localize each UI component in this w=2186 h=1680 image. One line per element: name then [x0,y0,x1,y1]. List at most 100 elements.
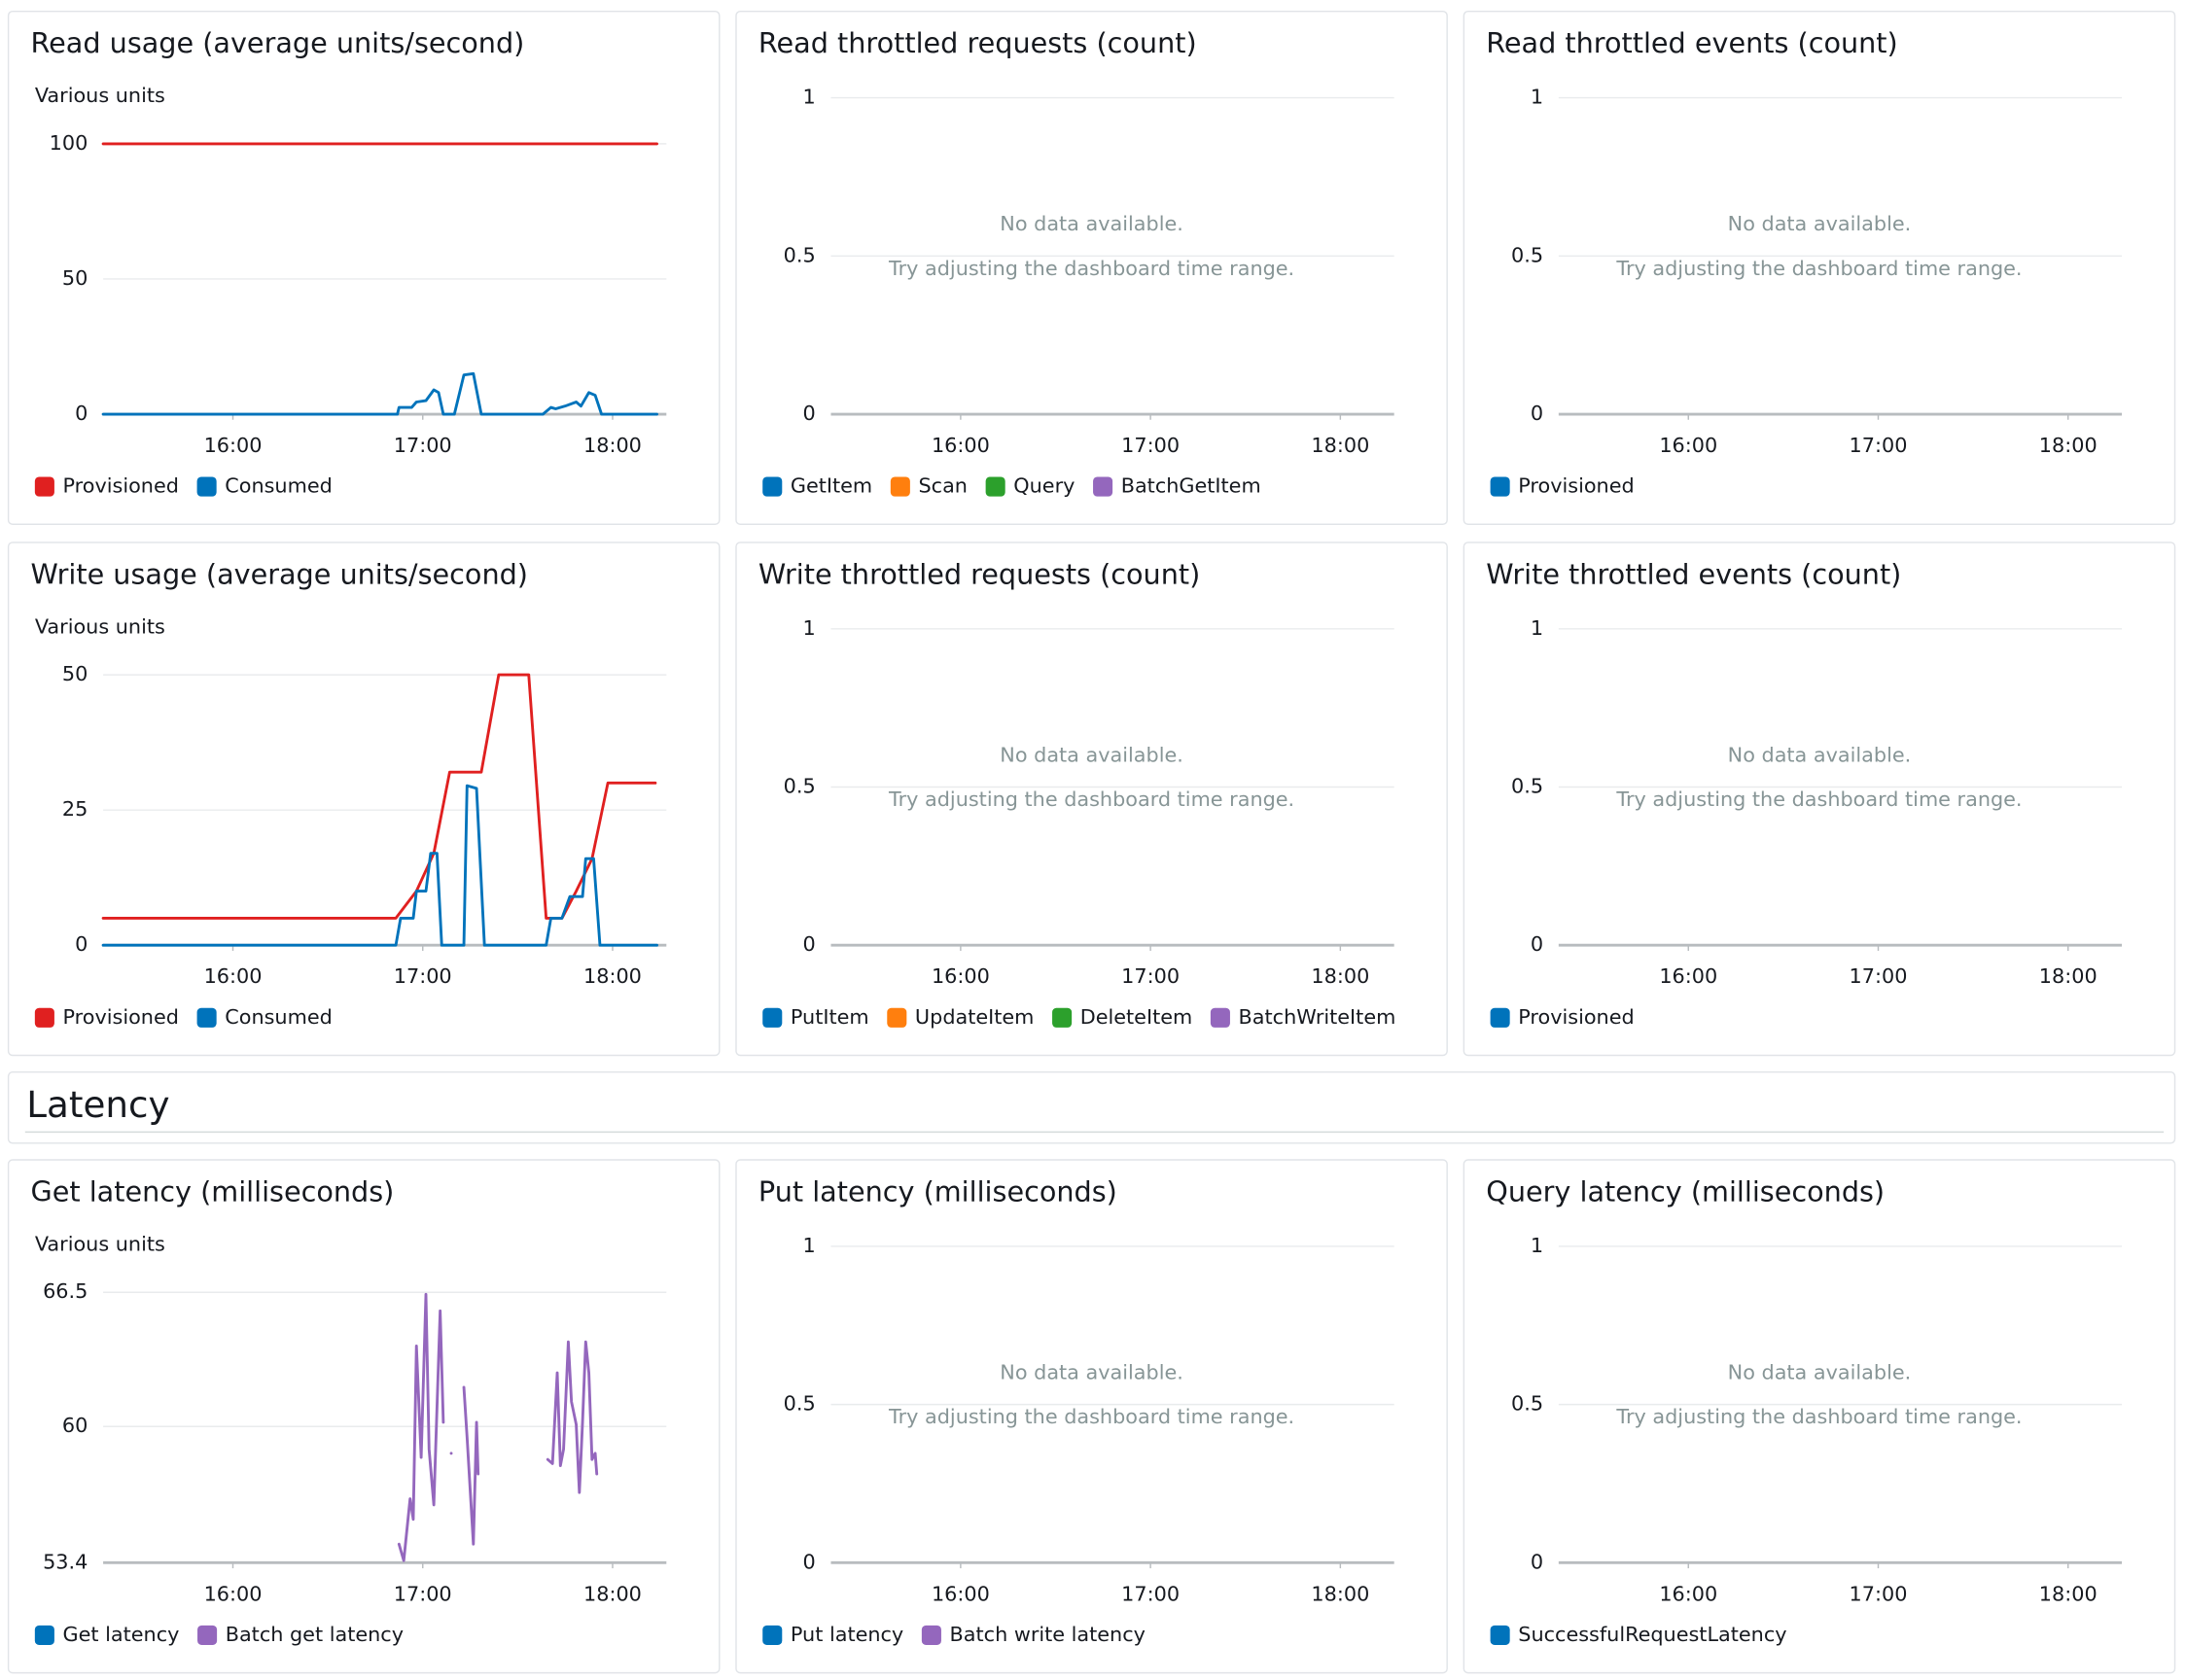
y-tick-label: 1 [1531,616,1543,640]
widget: Read usage (average units/second) Various… [7,10,721,525]
widget: Query latency (milliseconds) 0 0.5 1 16:00 17… [1463,1159,2176,1674]
widget-panel [735,542,1448,1057]
legend-label: BatchWriteItem [1239,1005,1396,1029]
x-tick-label: 17:00 [1121,964,1180,988]
x-tick-label: 16:00 [1659,1582,1717,1605]
series-line [101,371,658,416]
y-tick-label: 1 [1531,1234,1543,1257]
x-tick-label: 18:00 [2039,434,2098,457]
y-tick-label: 0.5 [784,243,816,266]
x-tick-label: 18:00 [583,434,642,457]
widget-panel [7,1159,721,1674]
x-tick-label: 17:00 [394,1582,452,1605]
legend-label: GetItem [791,474,872,498]
widget-title: Put latency (milliseconds) [758,1174,1117,1208]
no-data-message: Try adjusting the dashboard time range. [888,788,1294,811]
no-data-message: No data available. [1728,212,1912,235]
widget-panel [1463,10,2176,525]
section-panel [7,1070,2176,1144]
y-tick-label: 0 [802,402,815,425]
legend-label: Provisioned [63,474,179,498]
y-tick-label: 0.5 [784,1392,816,1416]
section-title: Latency [26,1083,169,1126]
legend-label: SuccessfulRequestLatency [1518,1623,1786,1646]
widget-title: Get latency (milliseconds) [31,1174,395,1208]
legend-label: Provisioned [1518,1005,1634,1029]
no-data-message: Try adjusting the dashboard time range. [888,1405,1294,1428]
y-tick-label: 0.5 [1511,775,1543,798]
x-tick-label: 16:00 [932,434,990,457]
x-tick-label: 17:00 [394,434,452,457]
x-tick-label: 17:00 [1121,434,1180,457]
widget-panel [1463,542,2176,1057]
legend-swatch [34,476,54,497]
legend-swatch [197,1625,218,1645]
widget-title: Read throttled requests (count) [758,26,1197,59]
no-data-message: No data available. [1728,1360,1912,1383]
legend-swatch [1052,1007,1073,1028]
x-tick-label: 17:00 [1850,964,1908,988]
legend-swatch [1490,1007,1510,1028]
y-tick-label: 0.5 [1511,1392,1543,1416]
y-tick-label: 0 [75,402,88,425]
widget-panel [7,10,721,525]
no-data-message: No data available. [1000,743,1183,766]
y-tick-label: 50 [62,662,88,685]
x-tick-label: 16:00 [204,964,263,988]
y-tick-label: 1 [1531,86,1543,109]
y-tick-label: 0 [75,932,88,956]
x-tick-label: 16:00 [1659,964,1717,988]
x-tick-label: 18:00 [1311,1582,1369,1605]
legend-label: BatchGetItem [1121,474,1261,498]
legend-label: Provisioned [1518,474,1634,498]
y-tick-label: 0 [802,932,815,956]
widget: Read throttled events (count) 0 0.5 1 16:00 1… [1463,10,2176,525]
x-tick-label: 16:00 [1659,434,1717,457]
legend-label: Batch get latency [226,1623,404,1646]
y-axis-label: Various units [35,1232,165,1255]
widget-panel [7,542,721,1057]
x-tick-label: 16:00 [932,964,990,988]
y-tick-label: 1 [802,1234,815,1257]
series-line [101,784,658,947]
y-tick-label: 1 [802,616,815,640]
legend-swatch [196,1007,217,1028]
y-tick-label: 66.5 [43,1279,88,1303]
x-tick-label: 16:00 [932,1582,990,1605]
widget: Read throttled requests (count) 0 0.5 1 16:0… [735,10,1448,525]
legend-swatch [196,476,217,497]
legend-swatch [1093,476,1113,497]
widget-title: Write usage (average units/second) [31,557,528,590]
no-data-message: No data available. [1000,1360,1183,1383]
legend-swatch [34,1625,54,1645]
legend-swatch [1490,476,1510,497]
legend-swatch [890,476,910,497]
series-line [101,673,657,920]
legend-swatch [762,476,783,497]
legend-label: PutItem [791,1005,869,1029]
no-data-message: Try adjusting the dashboard time range. [1615,257,2022,280]
legend-label: Put latency [791,1623,903,1646]
y-tick-label: 50 [62,266,88,290]
series-line [397,1292,599,1562]
x-tick-label: 18:00 [583,1582,642,1605]
widget-title: Write throttled events (count) [1486,557,1901,590]
legend-label: UpdateItem [915,1005,1034,1029]
legend-label: Scan [918,474,967,498]
no-data-message: Try adjusting the dashboard time range. [1615,788,2022,811]
y-tick-label: 0 [802,1550,815,1573]
legend-swatch [1210,1007,1230,1028]
y-axis-label: Various units [35,614,165,638]
no-data-message: No data available. [1000,212,1183,235]
x-tick-label: 18:00 [2039,1582,2098,1605]
widget: Write usage (average units/second) Variou… [7,542,721,1057]
widget-panel [735,10,1448,525]
y-axis-label: Various units [35,84,165,107]
x-tick-label: 18:00 [1311,434,1369,457]
widget: Put latency (milliseconds) 0 0.5 1 16:00 17:0… [735,1159,1448,1674]
x-tick-label: 18:00 [583,964,642,988]
x-tick-label: 18:00 [2039,964,2098,988]
legend-label: Batch write latency [950,1623,1146,1646]
legend-label: DeleteItem [1080,1005,1193,1029]
